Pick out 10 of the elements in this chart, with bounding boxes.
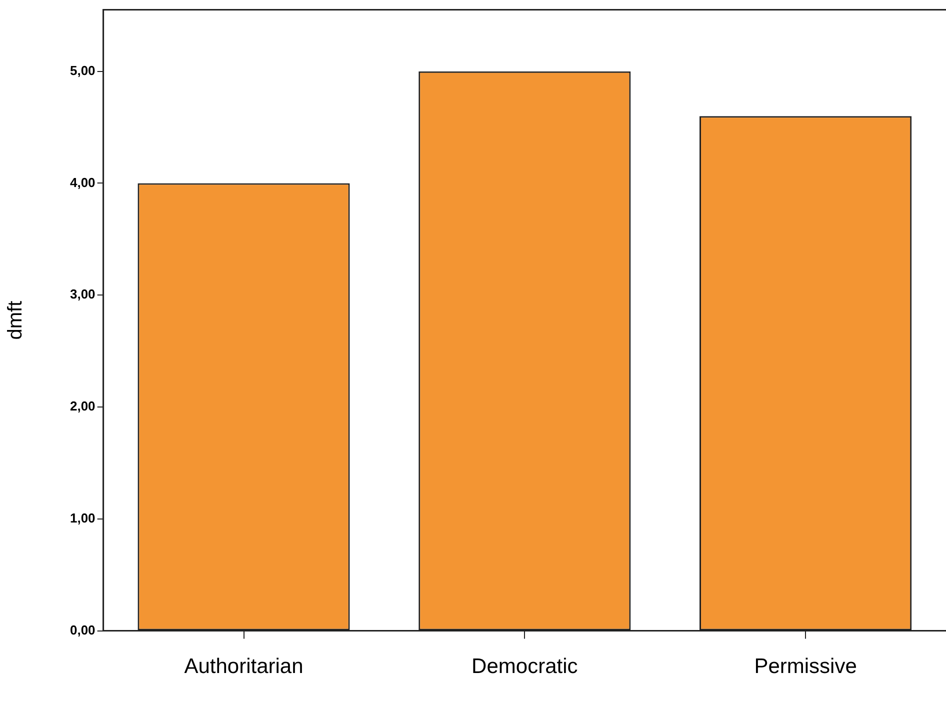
y-tick-label: 3,00	[70, 286, 96, 302]
x-tick-label: Authoritarian	[184, 655, 304, 678]
y-tick-label: 0,00	[70, 622, 96, 638]
y-tick-label: 5,00	[70, 62, 96, 78]
x-tick-label: Permissive	[754, 655, 857, 678]
y-axis-title: dmft	[4, 300, 27, 340]
y-tick-label: 1,00	[70, 510, 96, 526]
x-tick-label: Democratic	[472, 655, 578, 678]
y-tick-label: 2,00	[70, 398, 96, 414]
y-tick-label: 4,00	[70, 174, 96, 190]
